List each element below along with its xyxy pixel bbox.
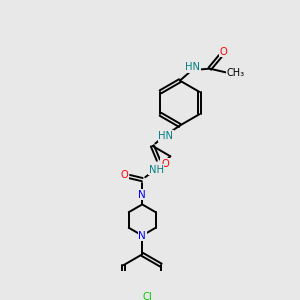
Text: O: O — [161, 159, 169, 169]
Text: Cl: Cl — [142, 292, 152, 300]
Text: NH: NH — [149, 165, 164, 175]
Text: CH₃: CH₃ — [227, 68, 245, 78]
Text: O: O — [120, 170, 128, 180]
Text: N: N — [138, 230, 146, 241]
Text: HN: HN — [185, 62, 200, 72]
Text: HN: HN — [158, 131, 173, 141]
Text: O: O — [220, 46, 228, 57]
Text: N: N — [138, 190, 146, 200]
